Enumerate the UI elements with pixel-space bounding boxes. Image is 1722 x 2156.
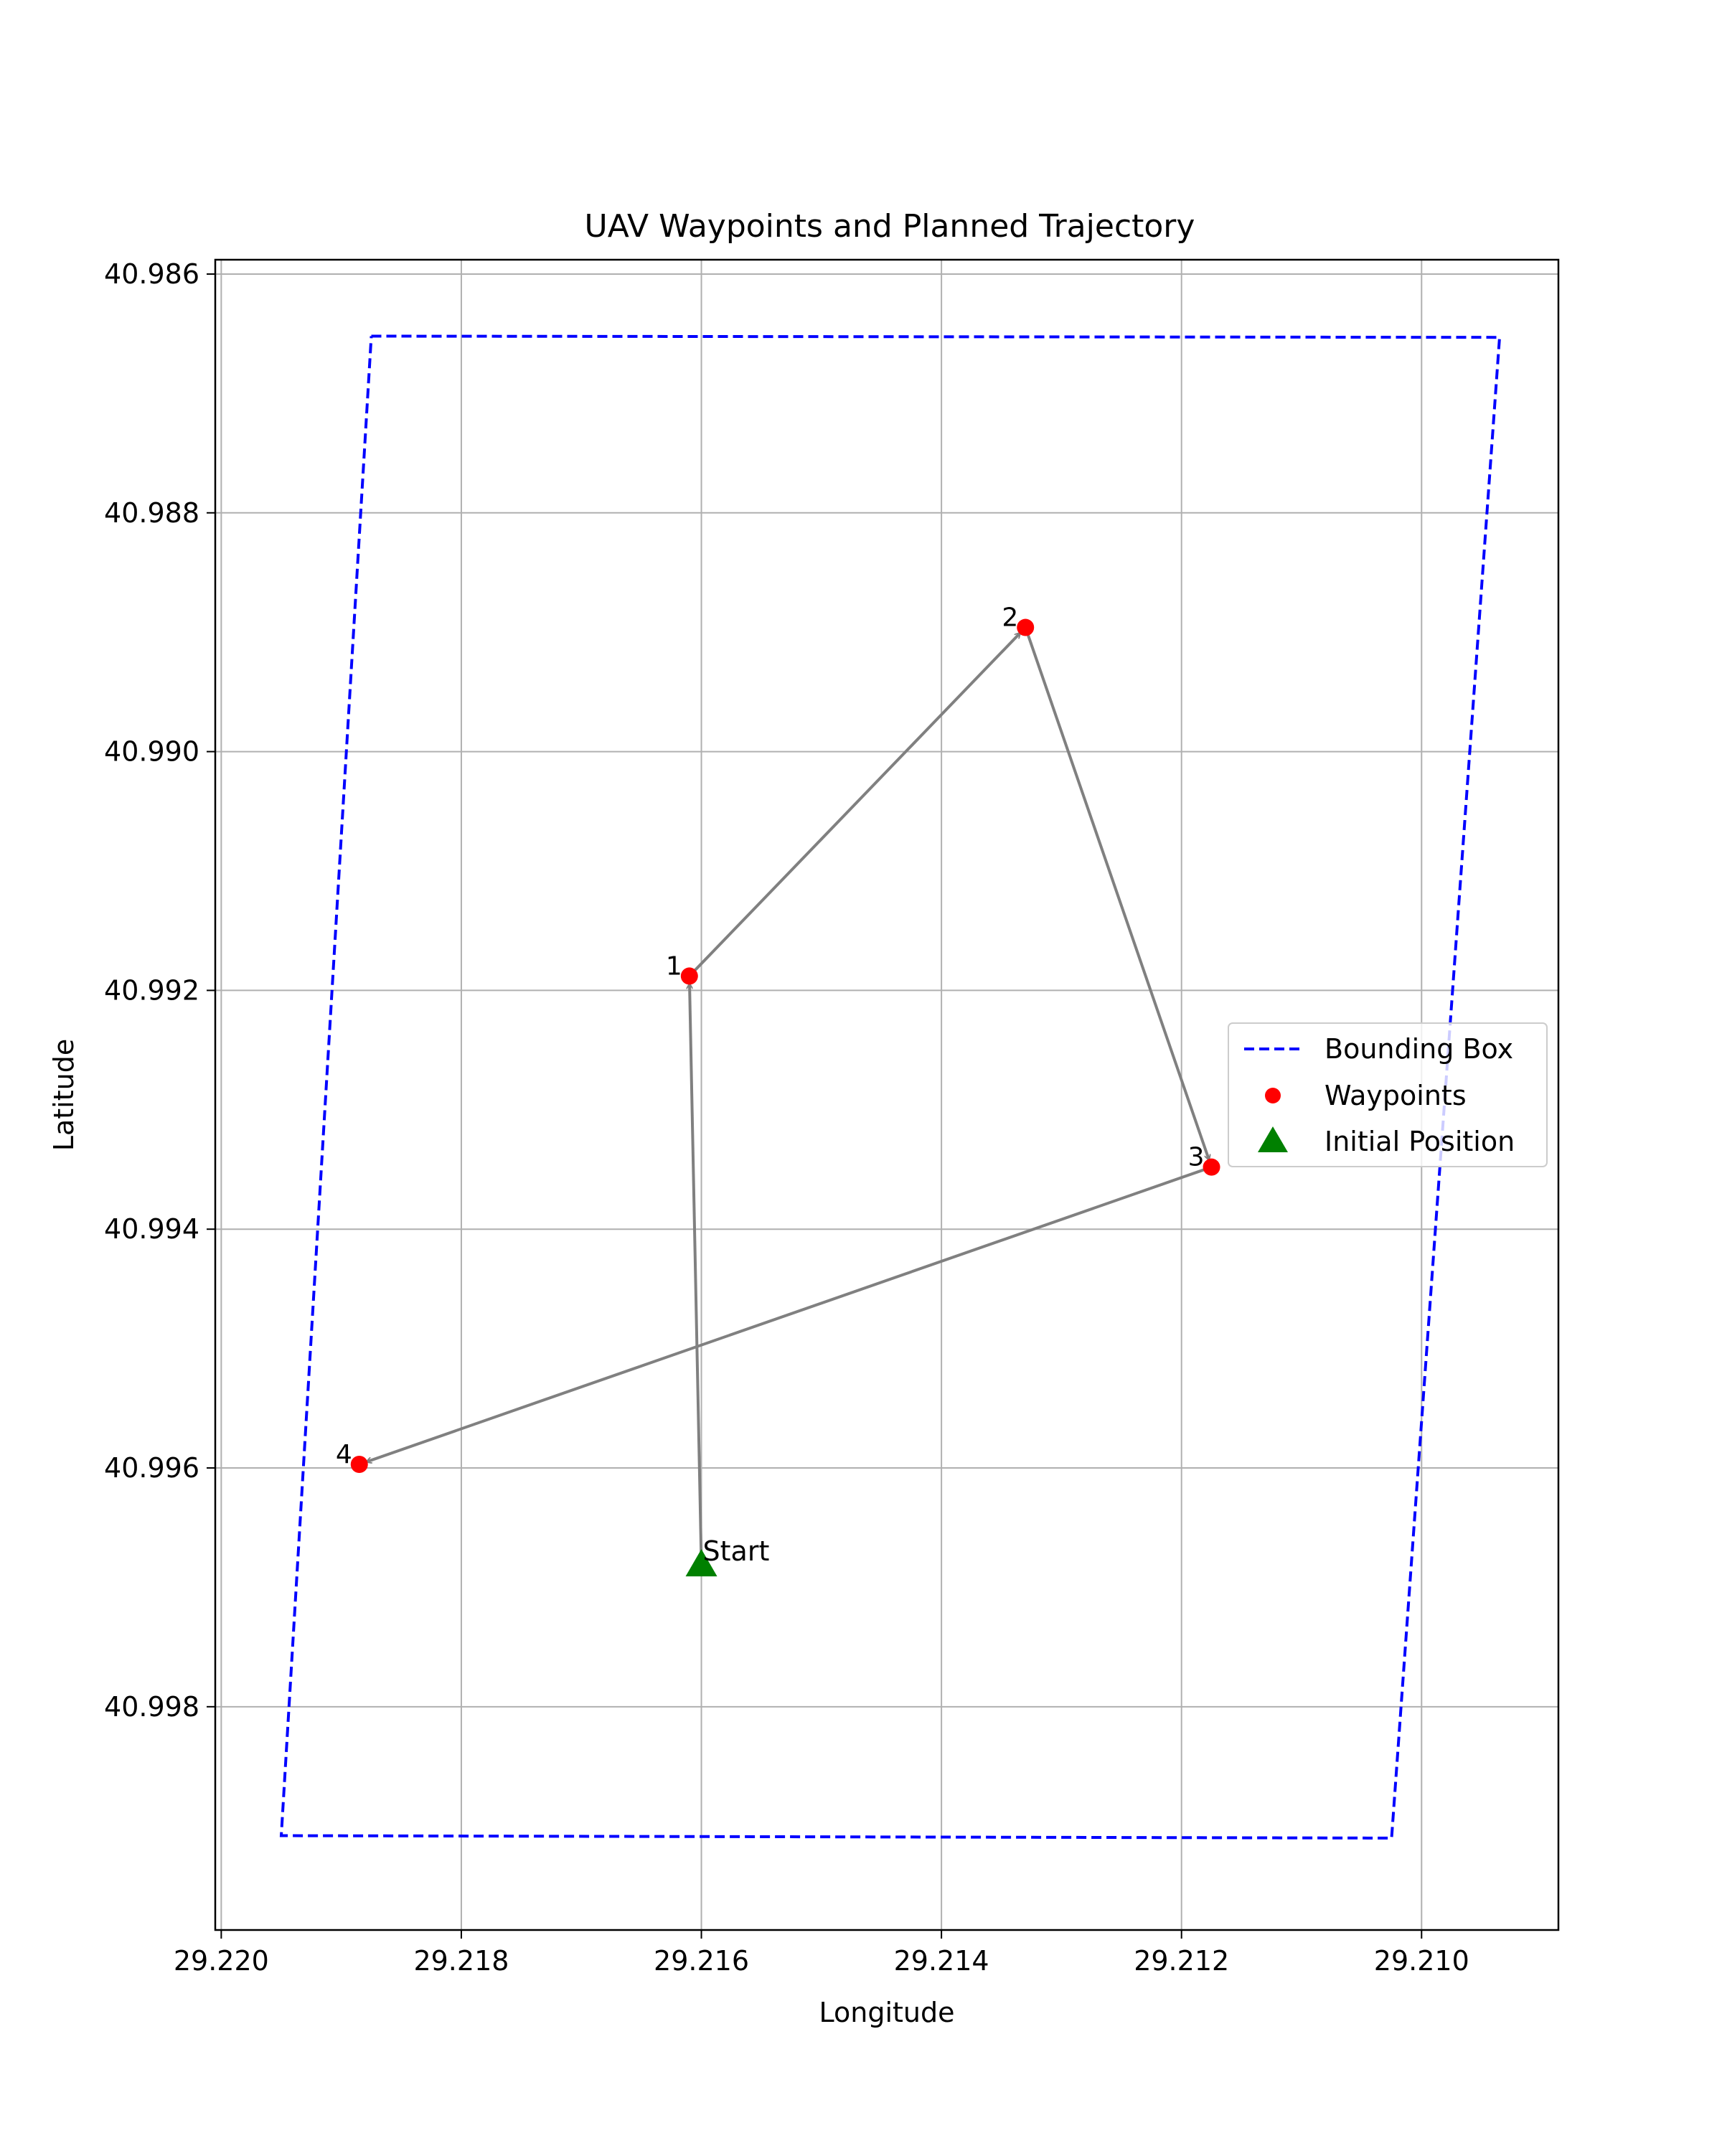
waypoint-marker bbox=[1017, 618, 1035, 636]
y-tick-label: 40.988 bbox=[104, 497, 199, 529]
x-tick-label: 29.220 bbox=[174, 1945, 269, 1977]
trajectory-arrow bbox=[690, 983, 703, 1564]
grid bbox=[215, 260, 1558, 1930]
x-axis-label: Longitude bbox=[819, 1997, 955, 2028]
plot-series: 1 2 3 4 Start bbox=[279, 334, 1502, 1840]
waypoint-label: 4 bbox=[336, 1440, 352, 1469]
initial-position-marker bbox=[685, 1549, 718, 1577]
waypoint-label: 2 bbox=[1002, 603, 1018, 633]
y-tick-label: 40.994 bbox=[104, 1213, 199, 1245]
y-tick-label: 40.992 bbox=[104, 974, 199, 1006]
legend: Bounding Box Waypoints Initial Position bbox=[1228, 1022, 1548, 1167]
x-tick-label: 29.216 bbox=[654, 1945, 749, 1977]
y-tick-label: 40.996 bbox=[104, 1452, 199, 1484]
initial-position-label: Start bbox=[703, 1535, 770, 1567]
legend-label-initial-position: Initial Position bbox=[1325, 1126, 1515, 1157]
y-axis-label: Latitude bbox=[48, 1039, 80, 1151]
x-tick-label: 29.212 bbox=[1134, 1945, 1229, 1977]
waypoint-label: 1 bbox=[666, 951, 682, 981]
chart-title: UAV Waypoints and Planned Trajectory bbox=[585, 208, 1195, 245]
legend-marker-waypoints bbox=[1265, 1088, 1281, 1103]
plot-frame bbox=[214, 258, 1560, 1931]
y-tick-label: 40.986 bbox=[104, 258, 199, 290]
waypoint-marker bbox=[1203, 1158, 1220, 1176]
x-tick-label: 29.214 bbox=[894, 1945, 989, 1977]
ticks: 29.220 29.218 29.216 29.214 29.212 29.210 40.9… bbox=[104, 258, 1469, 1977]
x-tick-label: 29.210 bbox=[1374, 1945, 1469, 1977]
legend-label-waypoints: Waypoints bbox=[1325, 1080, 1467, 1111]
trajectory-arrow bbox=[688, 631, 1022, 977]
trajectory-arrow bbox=[366, 1165, 1213, 1462]
legend-frame bbox=[1228, 1022, 1548, 1167]
y-tick-label: 40.998 bbox=[104, 1691, 199, 1723]
waypoint-label: 3 bbox=[1188, 1143, 1205, 1172]
waypoint-marker bbox=[680, 967, 698, 985]
legend-label-bounding-box: Bounding Box bbox=[1325, 1033, 1513, 1065]
legend-marker-initial-position bbox=[1258, 1126, 1288, 1152]
trajectory-arrow bbox=[1024, 626, 1209, 1161]
waypoint-marker bbox=[350, 1456, 368, 1474]
x-tick-label: 29.218 bbox=[413, 1945, 509, 1977]
y-tick-label: 40.990 bbox=[104, 736, 199, 768]
